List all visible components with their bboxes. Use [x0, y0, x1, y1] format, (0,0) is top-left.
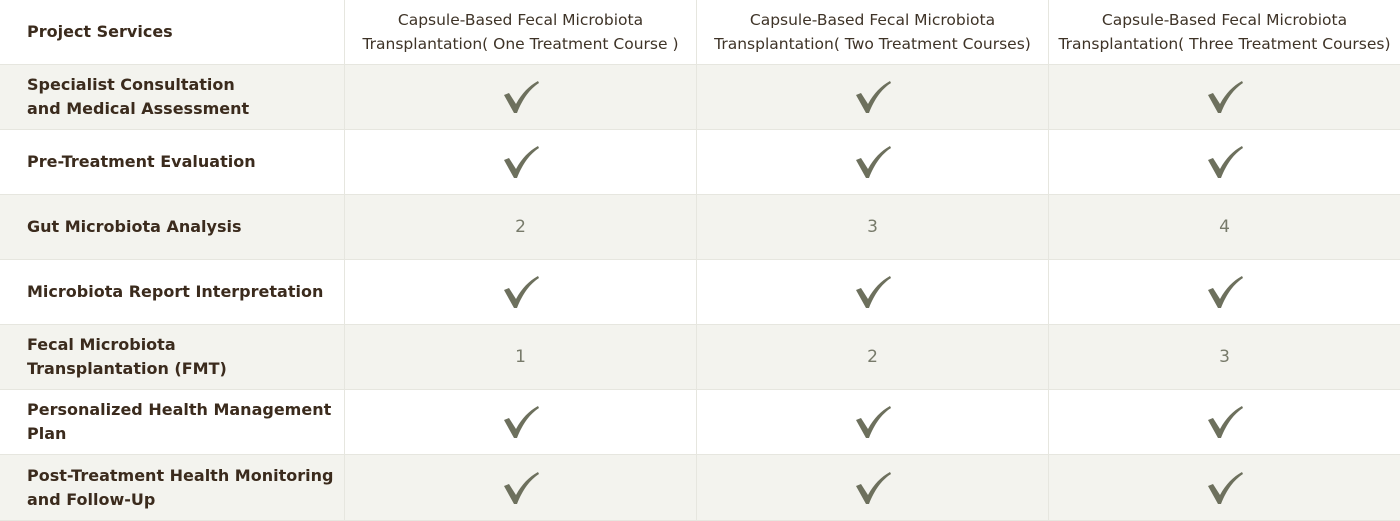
service-cell: Gut Microbiota Analysis — [0, 195, 345, 259]
plan-one-course-heading: Capsule-Based Fecal Microbiota Transplan… — [362, 11, 679, 53]
checkmark-icon — [503, 405, 539, 439]
table-row: Pre-Treatment Evaluation — [0, 130, 1400, 195]
checkmark-icon — [855, 275, 891, 309]
service-cell: Pre-Treatment Evaluation — [0, 130, 345, 194]
table-row: Gut Microbiota Analysis 2 3 4 — [0, 195, 1400, 260]
count-value: 2 — [515, 217, 526, 237]
plan-3-cell — [1049, 130, 1400, 194]
plan-2-cell — [697, 260, 1049, 324]
count-value: 1 — [515, 347, 526, 367]
header-cell-plan-2: Capsule-Based Fecal Microbiota Transplan… — [697, 0, 1049, 64]
checkmark-icon — [1207, 80, 1243, 114]
count-value: 2 — [867, 347, 878, 367]
plan-3-cell: 4 — [1049, 195, 1400, 259]
plan-2-cell — [697, 65, 1049, 129]
checkmark-icon — [855, 145, 891, 179]
plan-2-cell: 3 — [697, 195, 1049, 259]
service-cell: Specialist Consultation and Medical Asse… — [0, 65, 345, 129]
checkmark-icon — [503, 471, 539, 505]
checkmark-icon — [503, 80, 539, 114]
plan-3-cell: 3 — [1049, 325, 1400, 389]
plan-1-cell — [345, 130, 697, 194]
plan-2-cell — [697, 390, 1049, 454]
plan-3-cell — [1049, 65, 1400, 129]
table-row: Microbiota Report Interpretation — [0, 260, 1400, 325]
service-cell: Fecal Microbiota Transplantation (FMT) — [0, 325, 345, 389]
plan-3-cell — [1049, 390, 1400, 454]
count-value: 4 — [1219, 217, 1230, 237]
service-cell: Post-Treatment Health Monitoring and Fol… — [0, 455, 345, 520]
count-value: 3 — [1219, 347, 1230, 367]
checkmark-icon — [1207, 275, 1243, 309]
plan-2-cell: 2 — [697, 325, 1049, 389]
plan-two-courses-heading: Capsule-Based Fecal Microbiota Transplan… — [714, 11, 1031, 53]
checkmark-icon — [855, 471, 891, 505]
plan-1-cell: 1 — [345, 325, 697, 389]
service-label-gut-microbiota-analysis: Gut Microbiota Analysis — [27, 217, 242, 236]
plan-2-cell — [697, 455, 1049, 520]
header-cell-services: Project Services — [0, 0, 345, 64]
checkmark-icon — [1207, 405, 1243, 439]
plan-three-courses-heading: Capsule-Based Fecal Microbiota Transplan… — [1058, 11, 1391, 53]
service-label-pre-treatment-evaluation: Pre-Treatment Evaluation — [27, 152, 256, 171]
service-label-microbiota-report-interpretation: Microbiota Report Interpretation — [27, 282, 324, 301]
checkmark-icon — [855, 405, 891, 439]
plan-1-cell — [345, 455, 697, 520]
project-services-heading: Project Services — [27, 22, 173, 41]
header-cell-plan-3: Capsule-Based Fecal Microbiota Transplan… — [1049, 0, 1400, 64]
checkmark-icon — [855, 80, 891, 114]
plan-1-cell — [345, 260, 697, 324]
header-cell-plan-1: Capsule-Based Fecal Microbiota Transplan… — [345, 0, 697, 64]
plan-2-cell — [697, 130, 1049, 194]
count-value: 3 — [867, 217, 878, 237]
table-header-row: Project Services Capsule-Based Fecal Mic… — [0, 0, 1400, 65]
table-row: Post-Treatment Health Monitoring and Fol… — [0, 455, 1400, 521]
service-label-fecal-microbiota-transplantation-fmt: Fecal Microbiota Transplantation (FMT) — [27, 335, 227, 378]
plan-1-cell — [345, 65, 697, 129]
service-label-post-treatment-health-monitoring-and-follow-up: Post-Treatment Health Monitoring and Fol… — [27, 465, 334, 509]
plan-3-cell — [1049, 455, 1400, 520]
checkmark-icon — [1207, 145, 1243, 179]
plan-3-cell — [1049, 260, 1400, 324]
table-row: Personalized Health Management Plan — [0, 390, 1400, 455]
service-cell: Microbiota Report Interpretation — [0, 260, 345, 324]
plan-1-cell — [345, 390, 697, 454]
service-label-personalized-health-management-plan: Personalized Health Management Plan — [27, 400, 332, 443]
table-row: Fecal Microbiota Transplantation (FMT) 1 2… — [0, 325, 1400, 390]
checkmark-icon — [503, 275, 539, 309]
checkmark-icon — [503, 145, 539, 179]
service-label-specialist-consultation-and-medical-assessment: Specialist Consultation and Medical Asse… — [27, 75, 250, 118]
checkmark-icon — [1207, 471, 1243, 505]
service-cell: Personalized Health Management Plan — [0, 390, 345, 454]
table-row: Specialist Consultation and Medical Asse… — [0, 65, 1400, 130]
plan-1-cell: 2 — [345, 195, 697, 259]
